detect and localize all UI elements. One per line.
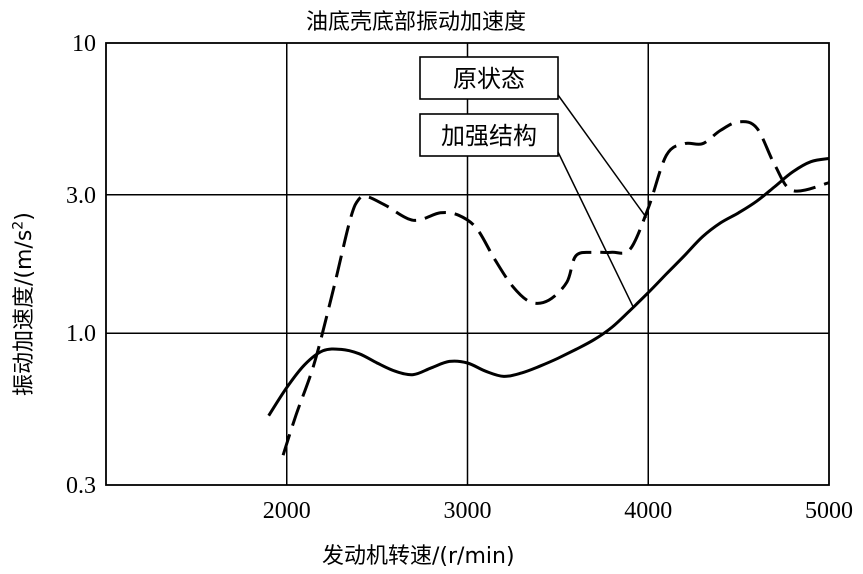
- x-tick-label: 2000: [263, 498, 311, 524]
- y-tick-label: 3.0: [66, 183, 96, 209]
- chart-title: 油底壳底部振动加速度: [306, 10, 527, 35]
- y-tick-label: 1.0: [66, 321, 96, 347]
- x-tick-label: 3000: [444, 498, 492, 524]
- legend-label: 原状态: [453, 65, 525, 93]
- x-axis-label: 发动机转速/(r/min): [322, 544, 515, 569]
- series-line-1: [281, 120, 830, 456]
- x-tick-label: 4000: [624, 498, 672, 524]
- grid-lines: [106, 43, 829, 485]
- series-line-2: [267, 157, 830, 417]
- legend-box: [419, 113, 559, 157]
- legend-leader-line: [557, 94, 648, 219]
- data-series: [267, 120, 830, 456]
- legend-label: 加强结构: [441, 122, 537, 150]
- legend-box: [419, 56, 559, 100]
- legend-leader-line: [557, 151, 635, 309]
- y-tick-label: 10: [72, 31, 96, 57]
- legend-leader-lines: [557, 94, 648, 309]
- y-tick-label: 0.3: [66, 473, 96, 499]
- x-tick-labels: 2000 3000 4000 5000: [263, 498, 853, 524]
- x-tick-label: 5000: [805, 498, 853, 524]
- y-tick-labels: 0.3 1.0 3.0 10: [66, 31, 96, 499]
